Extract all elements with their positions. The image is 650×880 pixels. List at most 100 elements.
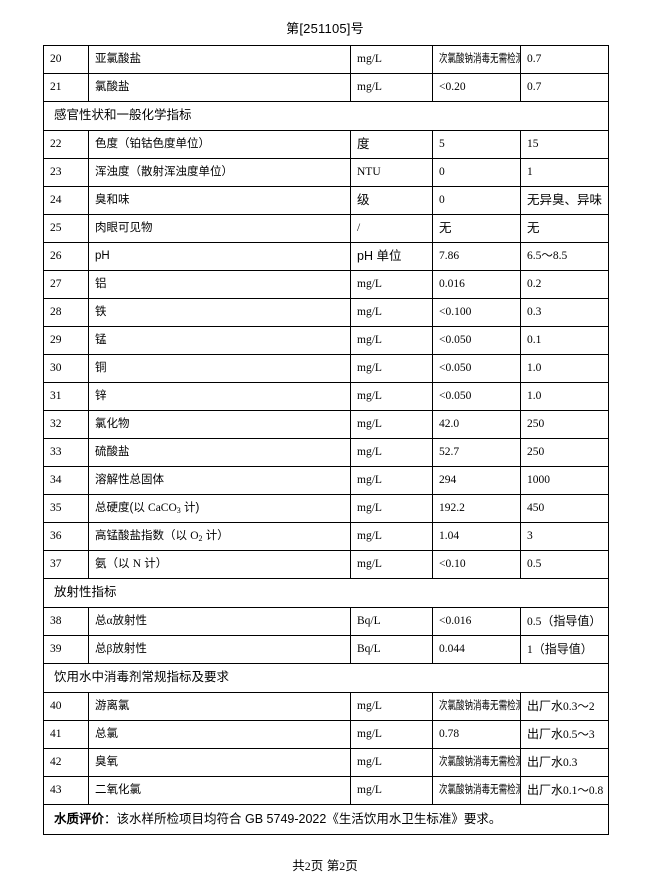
row-index: 26 xyxy=(43,242,89,271)
standard-limit: 1（指导值） xyxy=(520,635,609,664)
limit-value: 0.5（指导值） xyxy=(527,614,601,628)
test-result: 无 xyxy=(432,214,521,243)
total-pages: 2 xyxy=(304,859,311,873)
unit: mg/L xyxy=(350,270,433,299)
table-row: 30 铜 mg/L <0.050 1.0 xyxy=(43,354,609,383)
standard-limit: 0.7 xyxy=(520,45,609,74)
test-result: <0.050 xyxy=(432,382,521,411)
test-item-name: 锰 xyxy=(88,326,351,355)
unit: mg/L xyxy=(350,692,433,721)
standard-code: GB 5749-2022 xyxy=(245,811,327,826)
limit-number: 1 xyxy=(527,643,533,656)
limit-suffix: （指导值） xyxy=(532,641,593,656)
report-number: 第[251105]号 xyxy=(286,21,364,36)
standard-limit: 450 xyxy=(520,494,609,523)
section-title: 感官性状和一般化学指标 xyxy=(43,101,609,131)
test-result: 0.044 xyxy=(432,635,521,664)
test-item-name: 氨（以 N 计） xyxy=(88,550,351,579)
limit-prefix: 出厂水 xyxy=(527,754,564,769)
results-table-container: 20 亚氯酸盐 mg/L 次氯酸钠消毒无需检测 0.7 21 氯酸盐 mg/L <0.20 0.7… xyxy=(43,45,609,835)
unit: NTU xyxy=(350,158,433,187)
row-index: 24 xyxy=(43,186,89,215)
row-index: 28 xyxy=(43,298,89,327)
table-row: 40 游离氯 mg/L 次氯酸钠消毒无需检测 出厂水0.3～2 xyxy=(43,692,609,721)
row-index: 35 xyxy=(43,494,89,523)
current-prefix: 第 xyxy=(326,859,340,873)
unit: 级 xyxy=(350,186,433,215)
row-index: 40 xyxy=(43,692,89,721)
unit: mg/L xyxy=(350,73,433,102)
table-row: 22 色度（铂钴色度单位）度 5 15 xyxy=(43,130,609,159)
result-note: 次氯酸钠消毒无需检测 xyxy=(439,700,521,713)
test-item-name: 溶解性总固体 xyxy=(88,466,351,495)
test-result: 次氯酸钠消毒无需检测 xyxy=(432,776,521,805)
standard-limit: 0.5 xyxy=(520,550,609,579)
row-index: 21 xyxy=(43,73,89,102)
test-item-name: 总氯 xyxy=(88,720,351,749)
standard-limit: 出厂水0.3 xyxy=(520,748,609,777)
limit-number: 0.5～3 xyxy=(563,728,595,741)
test-item-name: 色度（铂钴色度单位） xyxy=(88,130,351,159)
verdict-text-before: 该水样所检项目均符合 xyxy=(116,811,246,826)
test-result: 1.04 xyxy=(432,522,521,551)
test-result: <0.10 xyxy=(432,550,521,579)
unit: mg/L xyxy=(350,776,433,805)
standard-limit: 无 xyxy=(520,214,609,243)
row-index: 29 xyxy=(43,326,89,355)
row-index: 34 xyxy=(43,466,89,495)
table-row: 33 硫酸盐 mg/L 52.7 250 xyxy=(43,438,609,467)
standard-limit: 0.7 xyxy=(520,73,609,102)
limit-value: 1（指导值） xyxy=(527,642,593,656)
standard-limit: 0.5（指导值） xyxy=(520,607,609,636)
unit: 度 xyxy=(350,130,433,159)
test-item-name: pH xyxy=(88,242,351,271)
test-item-name: 肉眼可见物 xyxy=(88,214,351,243)
test-item-name: 高锰酸盐指数（以 O2 计） xyxy=(88,522,351,551)
row-index: 23 xyxy=(43,158,89,187)
unit: mg/L xyxy=(350,522,433,551)
table-row: 21 氯酸盐 mg/L <0.20 0.7 xyxy=(43,73,609,102)
standard-limit: 1 xyxy=(520,158,609,187)
test-result: 294 xyxy=(432,466,521,495)
unit: mg/L xyxy=(350,494,433,523)
row-index: 43 xyxy=(43,776,89,805)
table-section-header: 感官性状和一般化学指标 xyxy=(43,101,609,131)
limit-value: 出厂水0.1～0.8 xyxy=(527,783,603,797)
limit-prefix: 出厂水 xyxy=(527,726,564,741)
current-page: 2 xyxy=(339,859,346,873)
unit: mg/L xyxy=(350,438,433,467)
verdict-text-after: 《生活饮用水卫生标准》要求。 xyxy=(326,811,502,826)
standard-limit: 无异臭、异味 xyxy=(520,186,609,215)
limit-number: 0.3～2 xyxy=(563,700,595,713)
unit: mg/L xyxy=(350,720,433,749)
standard-limit: 出厂水0.1～0.8 xyxy=(520,776,609,805)
total-suffix: 页 xyxy=(310,859,324,873)
result-note: 次氯酸钠消毒无需检测 xyxy=(439,53,521,66)
standard-limit: 1000 xyxy=(520,466,609,495)
unit: / xyxy=(350,214,433,243)
standard-limit: 6.5～8.5 xyxy=(520,242,609,271)
table-row: 41 总氯 mg/L 0.78 出厂水0.5～3 xyxy=(43,720,609,749)
standard-limit: 0.1 xyxy=(520,326,609,355)
row-index: 41 xyxy=(43,720,89,749)
limit-prefix: 出厂水 xyxy=(527,698,564,713)
test-item-name: 锌 xyxy=(88,382,351,411)
test-result: 次氯酸钠消毒无需检测 xyxy=(432,692,521,721)
result-note: 次氯酸钠消毒无需检测 xyxy=(439,784,521,797)
unit: mg/L xyxy=(350,326,433,355)
test-item-name: 浑浊度（散射浑浊度单位） xyxy=(88,158,351,187)
standard-limit: 出厂水0.5～3 xyxy=(520,720,609,749)
table-row: 35 总硬度(以 CaCO3 计) mg/L 192.2 450 xyxy=(43,494,609,523)
test-result: <0.050 xyxy=(432,326,521,355)
table-row: 38 总α放射性 Bq/L <0.016 0.5（指导值） xyxy=(43,607,609,636)
test-result: 42.0 xyxy=(432,410,521,439)
standard-limit: 15 xyxy=(520,130,609,159)
row-index: 27 xyxy=(43,270,89,299)
test-result: <0.20 xyxy=(432,73,521,102)
table-row: 42 臭氧 mg/L 次氯酸钠消毒无需检测 出厂水0.3 xyxy=(43,748,609,777)
unit: mg/L xyxy=(350,45,433,74)
row-index: 32 xyxy=(43,410,89,439)
table-row: 36 高锰酸盐指数（以 O2 计） mg/L 1.04 3 xyxy=(43,522,609,551)
water-quality-results-table: 20 亚氯酸盐 mg/L 次氯酸钠消毒无需检测 0.7 21 氯酸盐 mg/L <0.20 0.7… xyxy=(43,45,609,835)
limit-number: 0.5 xyxy=(527,615,542,628)
